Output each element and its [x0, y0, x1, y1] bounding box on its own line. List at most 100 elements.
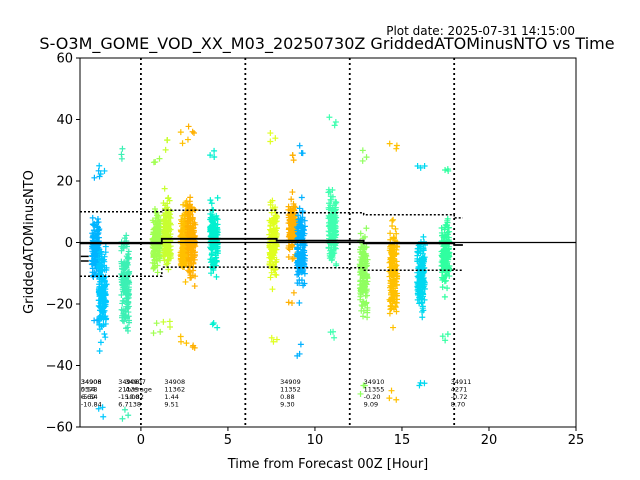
scatter-point — [156, 155, 163, 162]
scatter-point — [333, 199, 340, 206]
stat-annotation-line: 9.30 — [280, 400, 294, 408]
scatter-point — [295, 219, 302, 226]
scatter-point — [415, 292, 422, 299]
scatter-point — [325, 228, 332, 235]
scatter-point — [153, 220, 160, 227]
scatter-point — [123, 295, 130, 302]
scatter-point — [92, 232, 99, 239]
scatter-point — [292, 204, 299, 211]
scatter-point — [393, 282, 400, 289]
x-tick-label: 0 — [137, 433, 145, 448]
scatter-point — [161, 218, 168, 225]
scatter-point — [267, 138, 274, 145]
stat-annotation-line: -5.54 — [81, 393, 98, 401]
scatter-point — [387, 296, 394, 303]
scatter-point — [300, 247, 307, 254]
scatter-point — [296, 299, 303, 306]
scatter-point — [294, 262, 301, 269]
scatter-point — [298, 222, 305, 229]
scatter-point — [102, 320, 109, 327]
scatter-point — [439, 232, 446, 239]
scatter-point — [361, 245, 368, 252]
scatter-point — [414, 252, 421, 259]
scatter-point — [97, 170, 104, 177]
scatter-point — [358, 307, 365, 314]
scatter-point — [268, 269, 275, 276]
stat-annotation: 34910 11355 -0.20 9.09 — [364, 378, 385, 409]
stat-annotation-line: -15.00 — [118, 393, 139, 401]
scatter-point — [123, 264, 130, 271]
scatter-point — [118, 292, 125, 299]
scatter-point — [101, 253, 108, 260]
scatter-point — [124, 269, 131, 276]
scatter-point — [177, 338, 184, 345]
scatter-point — [417, 164, 424, 171]
stat-annotation-line: 8.70 — [451, 400, 465, 408]
scatter-point — [178, 253, 185, 260]
scatter-point — [96, 320, 103, 327]
scatter-point — [187, 194, 194, 201]
scatter-point — [153, 320, 160, 327]
scatter-point — [164, 247, 171, 254]
scatter-point — [440, 275, 447, 282]
scatter-point — [118, 274, 125, 281]
chart-title: S-O3M_GOME_VOD_XX_M03_20250730Z GriddedA… — [39, 34, 614, 54]
scatter-point — [191, 283, 198, 290]
scatter-point — [288, 206, 295, 213]
scatter-point — [445, 167, 452, 174]
scatter-point — [214, 247, 221, 254]
scatter-point — [125, 248, 132, 255]
stat-annotation-line: 11355 — [364, 385, 385, 393]
stat-annotation-line: 34909 — [280, 378, 301, 386]
scatter-point — [101, 167, 108, 174]
scatter-point — [189, 344, 196, 351]
scatter-point — [288, 300, 295, 307]
scatter-point — [296, 254, 303, 261]
scatter-point — [296, 142, 303, 149]
scatter-point — [149, 217, 156, 224]
scatter-point — [419, 308, 426, 315]
scatter-point — [160, 200, 167, 207]
scatter-point — [362, 270, 369, 277]
scatter-point — [331, 202, 338, 209]
scatter-point — [393, 250, 400, 257]
scatter-point — [95, 271, 102, 278]
scatter-point — [208, 270, 215, 277]
stat-annotation: 34906 21135 -15.00 6.7138 — [118, 378, 141, 409]
scatter-point — [393, 230, 400, 237]
scatter-point — [415, 249, 422, 256]
scatter-point — [332, 229, 339, 236]
stat-annotation-line: 34907 — [125, 378, 146, 386]
scatter-point — [266, 217, 273, 224]
scatter-point — [162, 146, 169, 153]
scatter-point — [211, 228, 218, 235]
scatter-point — [359, 257, 366, 264]
scatter-point — [124, 274, 131, 281]
scatter-point — [97, 312, 104, 319]
stat-annotation-line: -0.72 — [451, 393, 468, 401]
scatter-point — [326, 114, 333, 121]
scatter-point — [390, 252, 397, 259]
scatter-point — [96, 297, 103, 304]
scatter-point — [286, 246, 293, 253]
scatter-point — [155, 213, 162, 220]
scatter-point — [271, 216, 278, 223]
scatter-point — [121, 259, 128, 266]
scatter-point — [185, 222, 192, 229]
scatter-point — [119, 265, 126, 272]
scatter-point — [285, 242, 292, 249]
scatter-point — [269, 286, 276, 293]
scatter-point — [270, 225, 277, 232]
scatter-point — [88, 253, 95, 260]
scatter-point — [181, 228, 188, 235]
scatter-point — [125, 298, 132, 305]
scatter-point — [207, 244, 214, 251]
scatter-point — [101, 258, 108, 265]
scatter-point — [163, 261, 170, 268]
scatter-point — [389, 223, 396, 230]
scatter-point — [269, 245, 276, 252]
scatter-point — [333, 260, 340, 267]
scatter-point — [440, 263, 447, 270]
stat-annotation-line: 0.54 — [81, 385, 95, 393]
scatter-point — [419, 314, 426, 321]
